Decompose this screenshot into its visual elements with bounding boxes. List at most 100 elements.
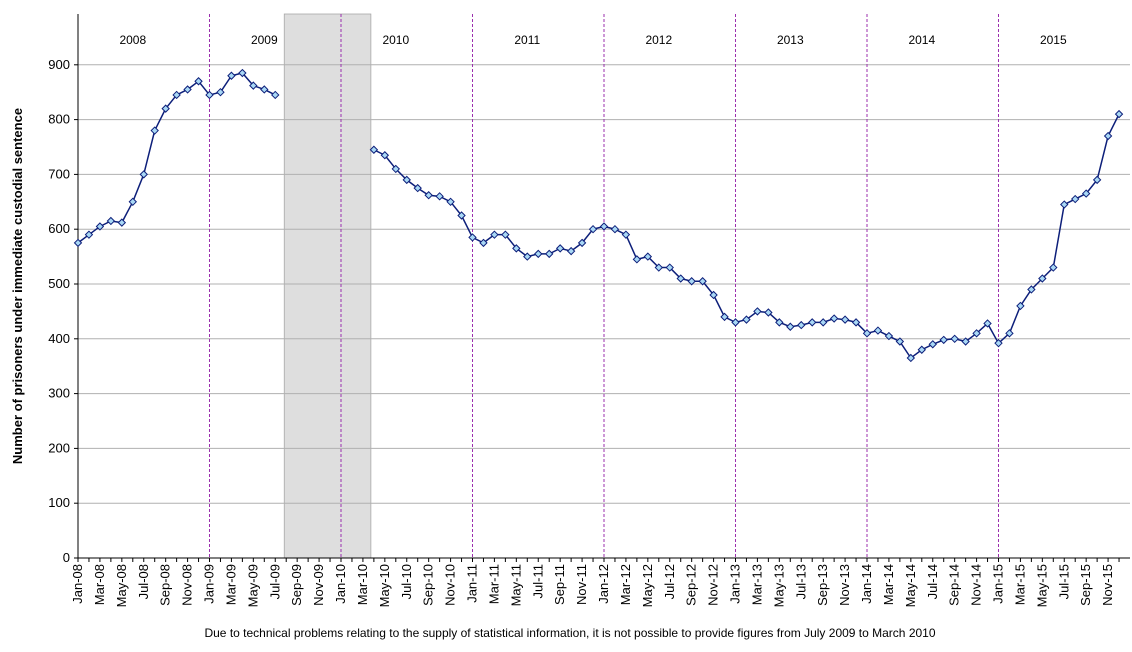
x-tick-label: May-09 <box>245 564 260 607</box>
data-point <box>150 126 159 135</box>
x-tick-label: Sep-14 <box>947 564 962 606</box>
data-point <box>183 85 192 94</box>
year-label: 2009 <box>251 33 278 47</box>
x-tick-label: Jul-09 <box>267 564 282 599</box>
y-tick-label: 100 <box>48 495 70 510</box>
data-point <box>588 224 598 234</box>
data-point <box>621 230 631 239</box>
data-point <box>271 90 280 100</box>
data-point <box>665 263 674 272</box>
data-point <box>709 290 718 300</box>
data-point <box>742 315 751 324</box>
data-point <box>238 68 247 78</box>
x-tick-label: May-11 <box>508 564 523 606</box>
data-point <box>468 233 477 242</box>
year-label: 2013 <box>777 33 804 47</box>
x-tick-label: Nov-15 <box>1100 564 1115 606</box>
x-tick-label: May-14 <box>903 564 918 607</box>
data-point <box>249 81 258 90</box>
y-tick-label: 300 <box>48 386 70 401</box>
data-point <box>764 308 773 317</box>
data-point <box>676 274 685 283</box>
data-point <box>808 318 817 327</box>
data-point <box>479 238 488 248</box>
data-point <box>1016 301 1025 311</box>
year-label: 2010 <box>382 33 409 47</box>
data-point <box>840 315 850 324</box>
data-point <box>873 326 883 335</box>
y-tick-label: 900 <box>48 57 70 72</box>
y-tick-label: 200 <box>48 440 70 455</box>
data-point <box>424 191 433 200</box>
data-point <box>797 320 806 330</box>
x-tick-label: Nov-12 <box>706 564 721 606</box>
year-label: 2011 <box>514 33 540 47</box>
data-point <box>95 222 105 231</box>
footnote: Due to technical problems relating to th… <box>204 626 935 640</box>
data-point <box>194 77 203 86</box>
data-point <box>851 318 861 327</box>
x-tick-label: Jul-10 <box>399 564 414 599</box>
x-tick-label: Nov-09 <box>311 564 326 606</box>
data-point <box>490 230 499 239</box>
x-tick-label: Jan-15 <box>991 564 1006 604</box>
data-point <box>1038 274 1047 283</box>
x-tick-label: Jan-13 <box>728 564 743 604</box>
x-tick-label: Jul-14 <box>925 564 940 599</box>
data-point <box>1103 131 1113 141</box>
data-point <box>534 249 543 259</box>
data-point <box>446 197 455 207</box>
x-tick-label: May-08 <box>114 564 129 607</box>
data-point <box>117 218 127 227</box>
data-point <box>260 85 269 94</box>
x-tick-label: Sep-11 <box>552 564 567 605</box>
y-tick-label: 700 <box>48 166 70 181</box>
x-tick-label: May-13 <box>771 564 786 607</box>
data-point <box>1049 263 1058 272</box>
y-axis-label: Number of prisoners under immediate cust… <box>10 108 25 464</box>
data-point <box>610 224 620 234</box>
data-point <box>128 197 137 207</box>
data-point <box>917 345 926 354</box>
x-tick-label: May-12 <box>640 564 655 607</box>
data-point <box>983 319 992 328</box>
x-tick-label: Jul-13 <box>793 564 808 599</box>
data-point <box>654 263 663 272</box>
x-tick-label: Jul-15 <box>1056 564 1071 599</box>
data-point <box>720 312 729 322</box>
data-point <box>643 252 653 261</box>
x-tick-label: Sep-10 <box>421 564 436 606</box>
data-point <box>895 337 905 346</box>
x-tick-label: Mar-11 <box>486 564 501 604</box>
series-line <box>77 72 1120 360</box>
data-point <box>457 211 466 220</box>
data-point <box>402 175 411 185</box>
y-tick-label: 400 <box>48 331 70 346</box>
data-point <box>994 338 1003 348</box>
data-point <box>950 334 959 344</box>
data-point <box>380 151 390 160</box>
data-point <box>1060 200 1069 209</box>
year-label: 2015 <box>1040 33 1067 47</box>
x-tick-label: Mar-08 <box>92 564 107 605</box>
data-point <box>599 222 609 231</box>
data-point <box>1005 329 1014 338</box>
x-tick-label: Mar-14 <box>881 564 896 605</box>
data-point <box>884 331 894 341</box>
data-point <box>369 145 379 154</box>
x-tick-label: Sep-13 <box>815 564 830 606</box>
data-point <box>687 277 696 286</box>
x-tick-label: May-10 <box>377 564 392 607</box>
data-point <box>928 340 937 349</box>
x-tick-label: Sep-12 <box>684 564 699 606</box>
y-tick-label: 500 <box>48 276 70 291</box>
x-tick-label: Sep-15 <box>1078 564 1093 606</box>
x-tick-label: Mar-13 <box>749 564 764 605</box>
data-point <box>906 353 916 363</box>
data-point <box>84 230 94 239</box>
data-point <box>73 238 83 248</box>
x-tick-label: Jan-10 <box>333 564 348 604</box>
y-tick-label: 600 <box>48 221 70 236</box>
y-tick-label: 800 <box>48 112 70 127</box>
x-tick-label: Jul-08 <box>136 564 151 599</box>
